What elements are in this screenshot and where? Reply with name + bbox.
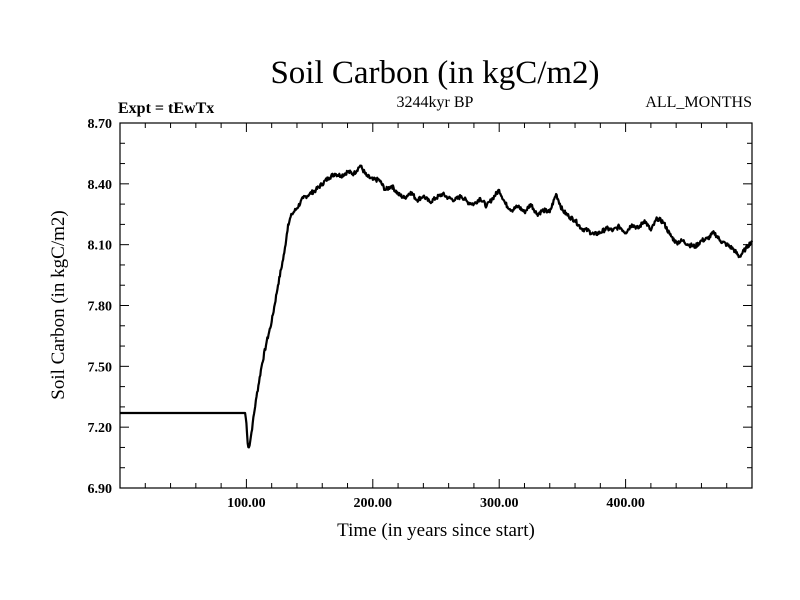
soil-carbon-series-line xyxy=(120,164,754,449)
x-tick-labels: 100.00 200.00 300.00 400.00 xyxy=(227,496,645,511)
y-tick-label: 8.10 xyxy=(88,239,113,254)
axis-ticks xyxy=(120,122,752,489)
x-tick-label: 300.00 xyxy=(480,496,519,511)
y-tick-label: 7.80 xyxy=(88,300,113,315)
plot-frame xyxy=(119,122,753,489)
months-label: ALL_MONTHS xyxy=(645,94,752,111)
y-tick-labels: 6.90 7.20 7.50 7.80 8.10 8.40 8.70 xyxy=(88,117,113,497)
x-tick-label: 100.00 xyxy=(227,496,266,511)
x-axis-label: Time (in years since start) xyxy=(337,520,535,541)
x-tick-label: 200.00 xyxy=(354,496,393,511)
y-tick-label: 7.50 xyxy=(88,360,113,375)
chart-title: Soil Carbon (in kgC/m2) xyxy=(270,55,599,91)
experiment-label: Expt = tEwTx xyxy=(118,100,214,117)
y-tick-label: 6.90 xyxy=(88,482,113,497)
chart-subtitle: 3244kyr BP xyxy=(397,94,474,111)
y-axis-label: Soil Carbon (in kgC/m2) xyxy=(48,210,69,399)
x-tick-label: 400.00 xyxy=(606,496,645,511)
y-tick-label: 7.20 xyxy=(88,421,113,436)
y-tick-label: 8.70 xyxy=(88,117,113,132)
y-tick-label: 8.40 xyxy=(88,178,113,193)
